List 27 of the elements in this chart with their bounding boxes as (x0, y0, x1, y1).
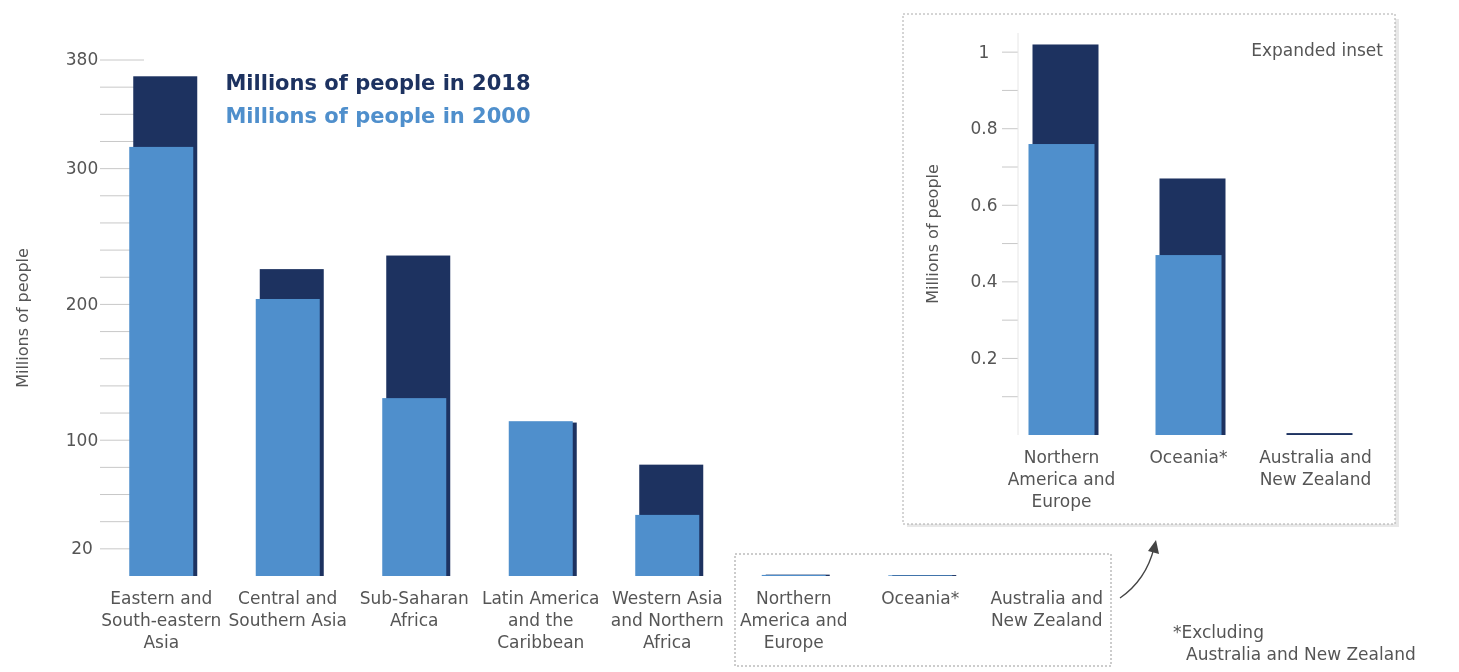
x-tick-label: Northern America and Europe (1007, 447, 1116, 511)
y-tick-label: 0.6 (970, 194, 998, 215)
y-axis-title: Millions of people (923, 164, 942, 304)
y-axis-title: Millions of people (13, 248, 32, 388)
y-tick-label: 1 (978, 41, 990, 62)
y-tick-label: 0.4 (970, 271, 998, 292)
x-tick-label: Australia and New Zealand (990, 588, 1104, 630)
x-tick-label: Eastern and South-eastern Asia (101, 588, 222, 652)
x-tick-label: Central and Southern Asia (228, 588, 347, 630)
text: *Excluding Australia and New Zealand (1173, 622, 1416, 664)
y-tick-label: 200 (65, 293, 99, 314)
y-tick-label: 380 (65, 49, 99, 70)
x-tick-label: Oceania* (1149, 447, 1228, 467)
x-tick-label: Northern America and Europe (739, 588, 848, 652)
series-label: Millions of people in 2018 (225, 71, 531, 95)
x-tick-label: Latin America and the Caribbean (481, 588, 600, 652)
y-tick-label: 100 (65, 429, 99, 450)
x-tick-label: Western Asia and Northern Africa (610, 588, 724, 652)
x-tick-label: Sub-Saharan Africa (359, 588, 469, 630)
y-tick-label: 20 (71, 538, 93, 559)
y-tick-label: 300 (65, 158, 99, 179)
y-tick-label: 0.2 (970, 347, 998, 368)
y-tick-label: 0.8 (970, 118, 998, 139)
series-label: Millions of people in 2000 (225, 104, 531, 128)
x-tick-label: Oceania* (881, 588, 960, 608)
annotation: Expanded inset (1251, 40, 1384, 60)
x-tick-label: Australia and New Zealand (1259, 447, 1372, 489)
